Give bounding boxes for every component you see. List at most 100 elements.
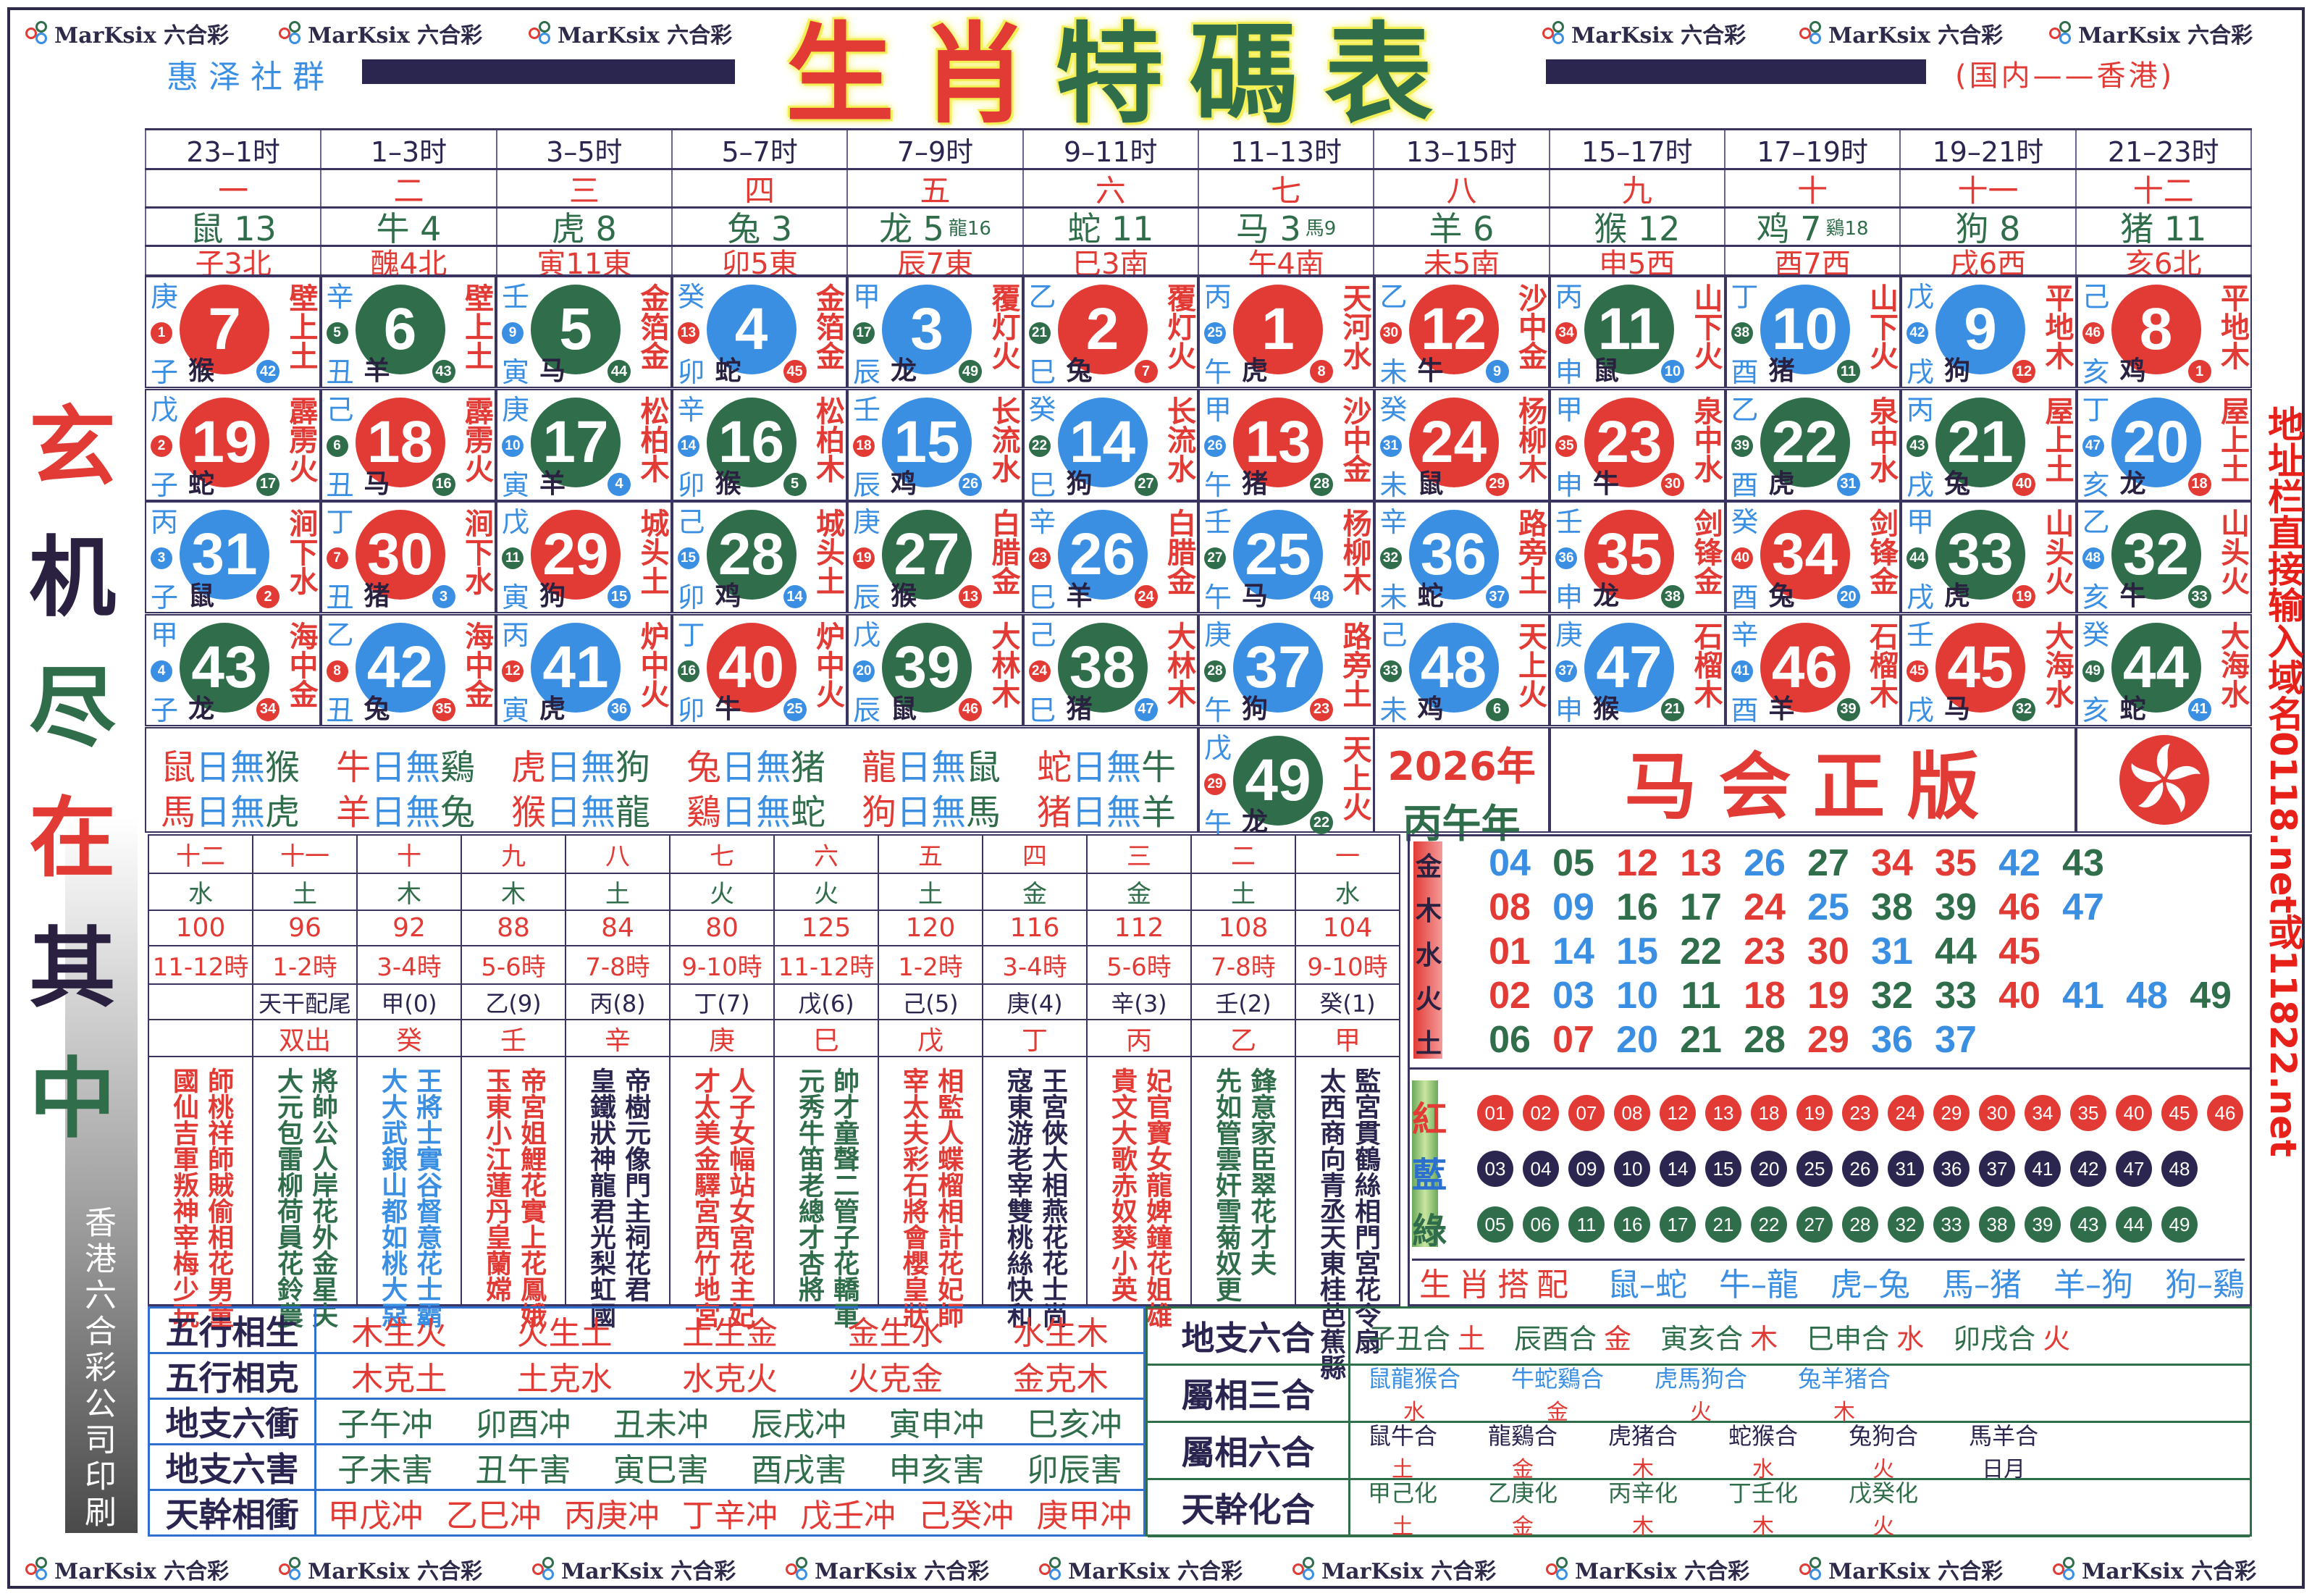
zodiac-animal: 马 [1242, 581, 1269, 611]
header-cell: 子3北 [145, 247, 322, 281]
special-number-ball: 27 [882, 510, 972, 600]
heavenly-stem: 癸 [677, 281, 705, 313]
element-number-row: 02 03 10 11 18 19 32 33 40 41 48 49 [1484, 974, 2236, 1017]
header-numerals-text: 三 [568, 172, 600, 209]
heavenly-stem: 壬 [502, 281, 530, 313]
header-cell: 狗 8 [1901, 209, 2077, 248]
small-number-ball: 29 [1204, 773, 1226, 795]
relation-item: 寅申冲 [888, 1406, 985, 1443]
element-number: 27 [1807, 842, 1849, 884]
nayin-element: 剑锋金 [1865, 508, 1898, 595]
verse-right: 帥才童聲二管子花轎軍 [829, 1067, 859, 1328]
earthly-branch: 辰 [853, 469, 881, 501]
tail-numerals-text: 八 [605, 842, 630, 871]
header-cell: 酉7西 [1725, 247, 1901, 281]
marksix-logo-text: MarKsix 六合彩 [2082, 1559, 2257, 1584]
tail-cell: 甲(0) [358, 985, 462, 1019]
header-cell: 五 [848, 170, 1024, 209]
special-number-ball: 5 [531, 285, 621, 374]
corner-number-ball: 40 [2012, 472, 2035, 496]
element-number: 02 [1489, 975, 1531, 1017]
marksix-logo-text: MarKsix 六合彩 [1828, 23, 2004, 49]
header-cell: 鼠 13 [145, 209, 322, 248]
tail-cell [148, 1020, 253, 1056]
nayin-element: 松柏木 [811, 395, 844, 483]
tail-cell: 五 [879, 836, 983, 873]
grid-cell: 辛 5 丑 6 羊 43 壁上土 [320, 276, 496, 388]
earthly-branch: 卯 [677, 469, 705, 501]
grid-cell: 乙 30 未 12 牛 9 沙中金 [1374, 276, 1550, 388]
heavenly-stem: 丙 [1555, 281, 1584, 313]
earthly-branch: 未 [1379, 469, 1408, 501]
tail-cell: 125 [775, 911, 879, 945]
relation-item: 戊癸化火 [1849, 1475, 1918, 1540]
grid-cell: 己 6 丑 18 马 16 霹雳火 [320, 388, 496, 501]
marksix-flower-icon [1546, 1557, 1571, 1582]
no-day-animal: 羊 [336, 792, 371, 833]
no-day-animal: 牛 [336, 747, 371, 788]
corner-number-ball: 26 [959, 472, 982, 496]
corner-number-ball: 10 [1661, 360, 1684, 383]
special-number-ball: 13 [1233, 397, 1323, 487]
tail-stems-text: 乙(9) [485, 989, 542, 1017]
earthly-branch: 卯 [677, 356, 705, 388]
small-number-ball: 14 [677, 434, 699, 457]
marksix-flower-icon [279, 21, 303, 46]
marksix-logo: MarKsix 六合彩 [2049, 17, 2253, 49]
relation-item: 虎猪合木 [1608, 1418, 1678, 1483]
element-number: 01 [1489, 931, 1531, 973]
relation-label: 天幹化合 [1148, 1480, 1350, 1535]
relation-item: 牛蛇鷄合金 [1511, 1361, 1604, 1426]
small-number-ball: 24 [1028, 660, 1051, 682]
relation-item: 己癸冲 [918, 1498, 1014, 1534]
header-times-text: 3–5时 [546, 135, 623, 168]
wave-ball: 42 [2070, 1151, 2106, 1187]
verse-cell: 帥才童聲二管子花轎軍 元秀牛笛老總才杏將 [775, 1057, 879, 1328]
special-number-ball: 37 [1233, 622, 1323, 713]
official-banner: 马会正版 [1550, 727, 2076, 833]
heavenly-stem: 己 [677, 506, 705, 538]
nayin-element: 沙中金 [1513, 283, 1547, 370]
grid-cell: 己 33 未 48 鸡 6 天上火 [1374, 613, 1550, 726]
element-number: 28 [1744, 1019, 1786, 1061]
tail-numbers-text: 104 [1322, 913, 1373, 943]
relation-row: 天幹化合 甲己化土 乙庚化金 丙辛化木 丁壬化木 戊癸化火 [1148, 1479, 2250, 1540]
heavenly-stem: 己 [1028, 618, 1056, 651]
wave-ball: 06 [1523, 1206, 1559, 1243]
nayin-element: 大海水 [2216, 621, 2249, 708]
tail-row-stems: 天干配尾 甲(0) 乙(9) 丙(8) 丁(7) 戊(6) 己(5) 庚(4) 辛(3) 壬(2)… [148, 983, 1400, 1019]
marksix-flower-icon [1799, 21, 1824, 46]
earthly-branch: 午 [1204, 807, 1232, 839]
marksix-flower-icon [25, 21, 50, 46]
relation-item: 火生土 [516, 1315, 613, 1352]
pairing-item: 牛–龍 [1719, 1266, 1799, 1303]
tail-cell: 庚 [671, 1020, 775, 1056]
heavenly-stem: 辛 [1028, 506, 1056, 538]
tail-cell: 二 [1192, 836, 1296, 873]
verse-cell: 王宮俠大相燕花花士尚 寇東游老宰雙桃絲快和 [983, 1057, 1088, 1328]
relation-item-text: 虎馬狗合 [1655, 1365, 1748, 1393]
tail-cell: 天干配尾 [253, 985, 358, 1019]
element-number: 20 [1616, 1019, 1658, 1061]
wave-ball: 04 [1523, 1151, 1559, 1187]
marksix-logo: MarKsix 六合彩 [1292, 1553, 1496, 1585]
grid-cell: 甲 44 戌 33 虎 19 山头火 [1901, 501, 2077, 613]
zodiac-animal: 鸡 [1417, 694, 1444, 724]
zodiac-animal: 龙 [1593, 581, 1620, 611]
element-number: 30 [1807, 931, 1849, 973]
subtitle-right: (国内——香港) [1955, 59, 2175, 93]
tail-double-text: 乙 [1229, 1025, 1256, 1056]
pairing-item: 狗–鷄 [2165, 1266, 2245, 1303]
element-number: 34 [1871, 842, 1913, 884]
relation-item: 子丑合 [1368, 1322, 1451, 1355]
earthly-branch: 辰 [853, 356, 881, 388]
element-number: 39 [1935, 886, 1977, 928]
heavenly-stem: 甲 [1555, 393, 1584, 426]
header-cell: 兔 3 [673, 209, 849, 248]
element-number: 07 [1552, 1019, 1594, 1061]
relation-row: 五行相克 木克土 土克水 水克火 火克金 金克木 [150, 1354, 1143, 1400]
small-number-ball: 20 [853, 660, 875, 682]
tail-cell: 丙(8) [566, 985, 671, 1019]
header-cell: 十二 [2077, 170, 2252, 209]
relation-element: 木 [1632, 1514, 1655, 1540]
